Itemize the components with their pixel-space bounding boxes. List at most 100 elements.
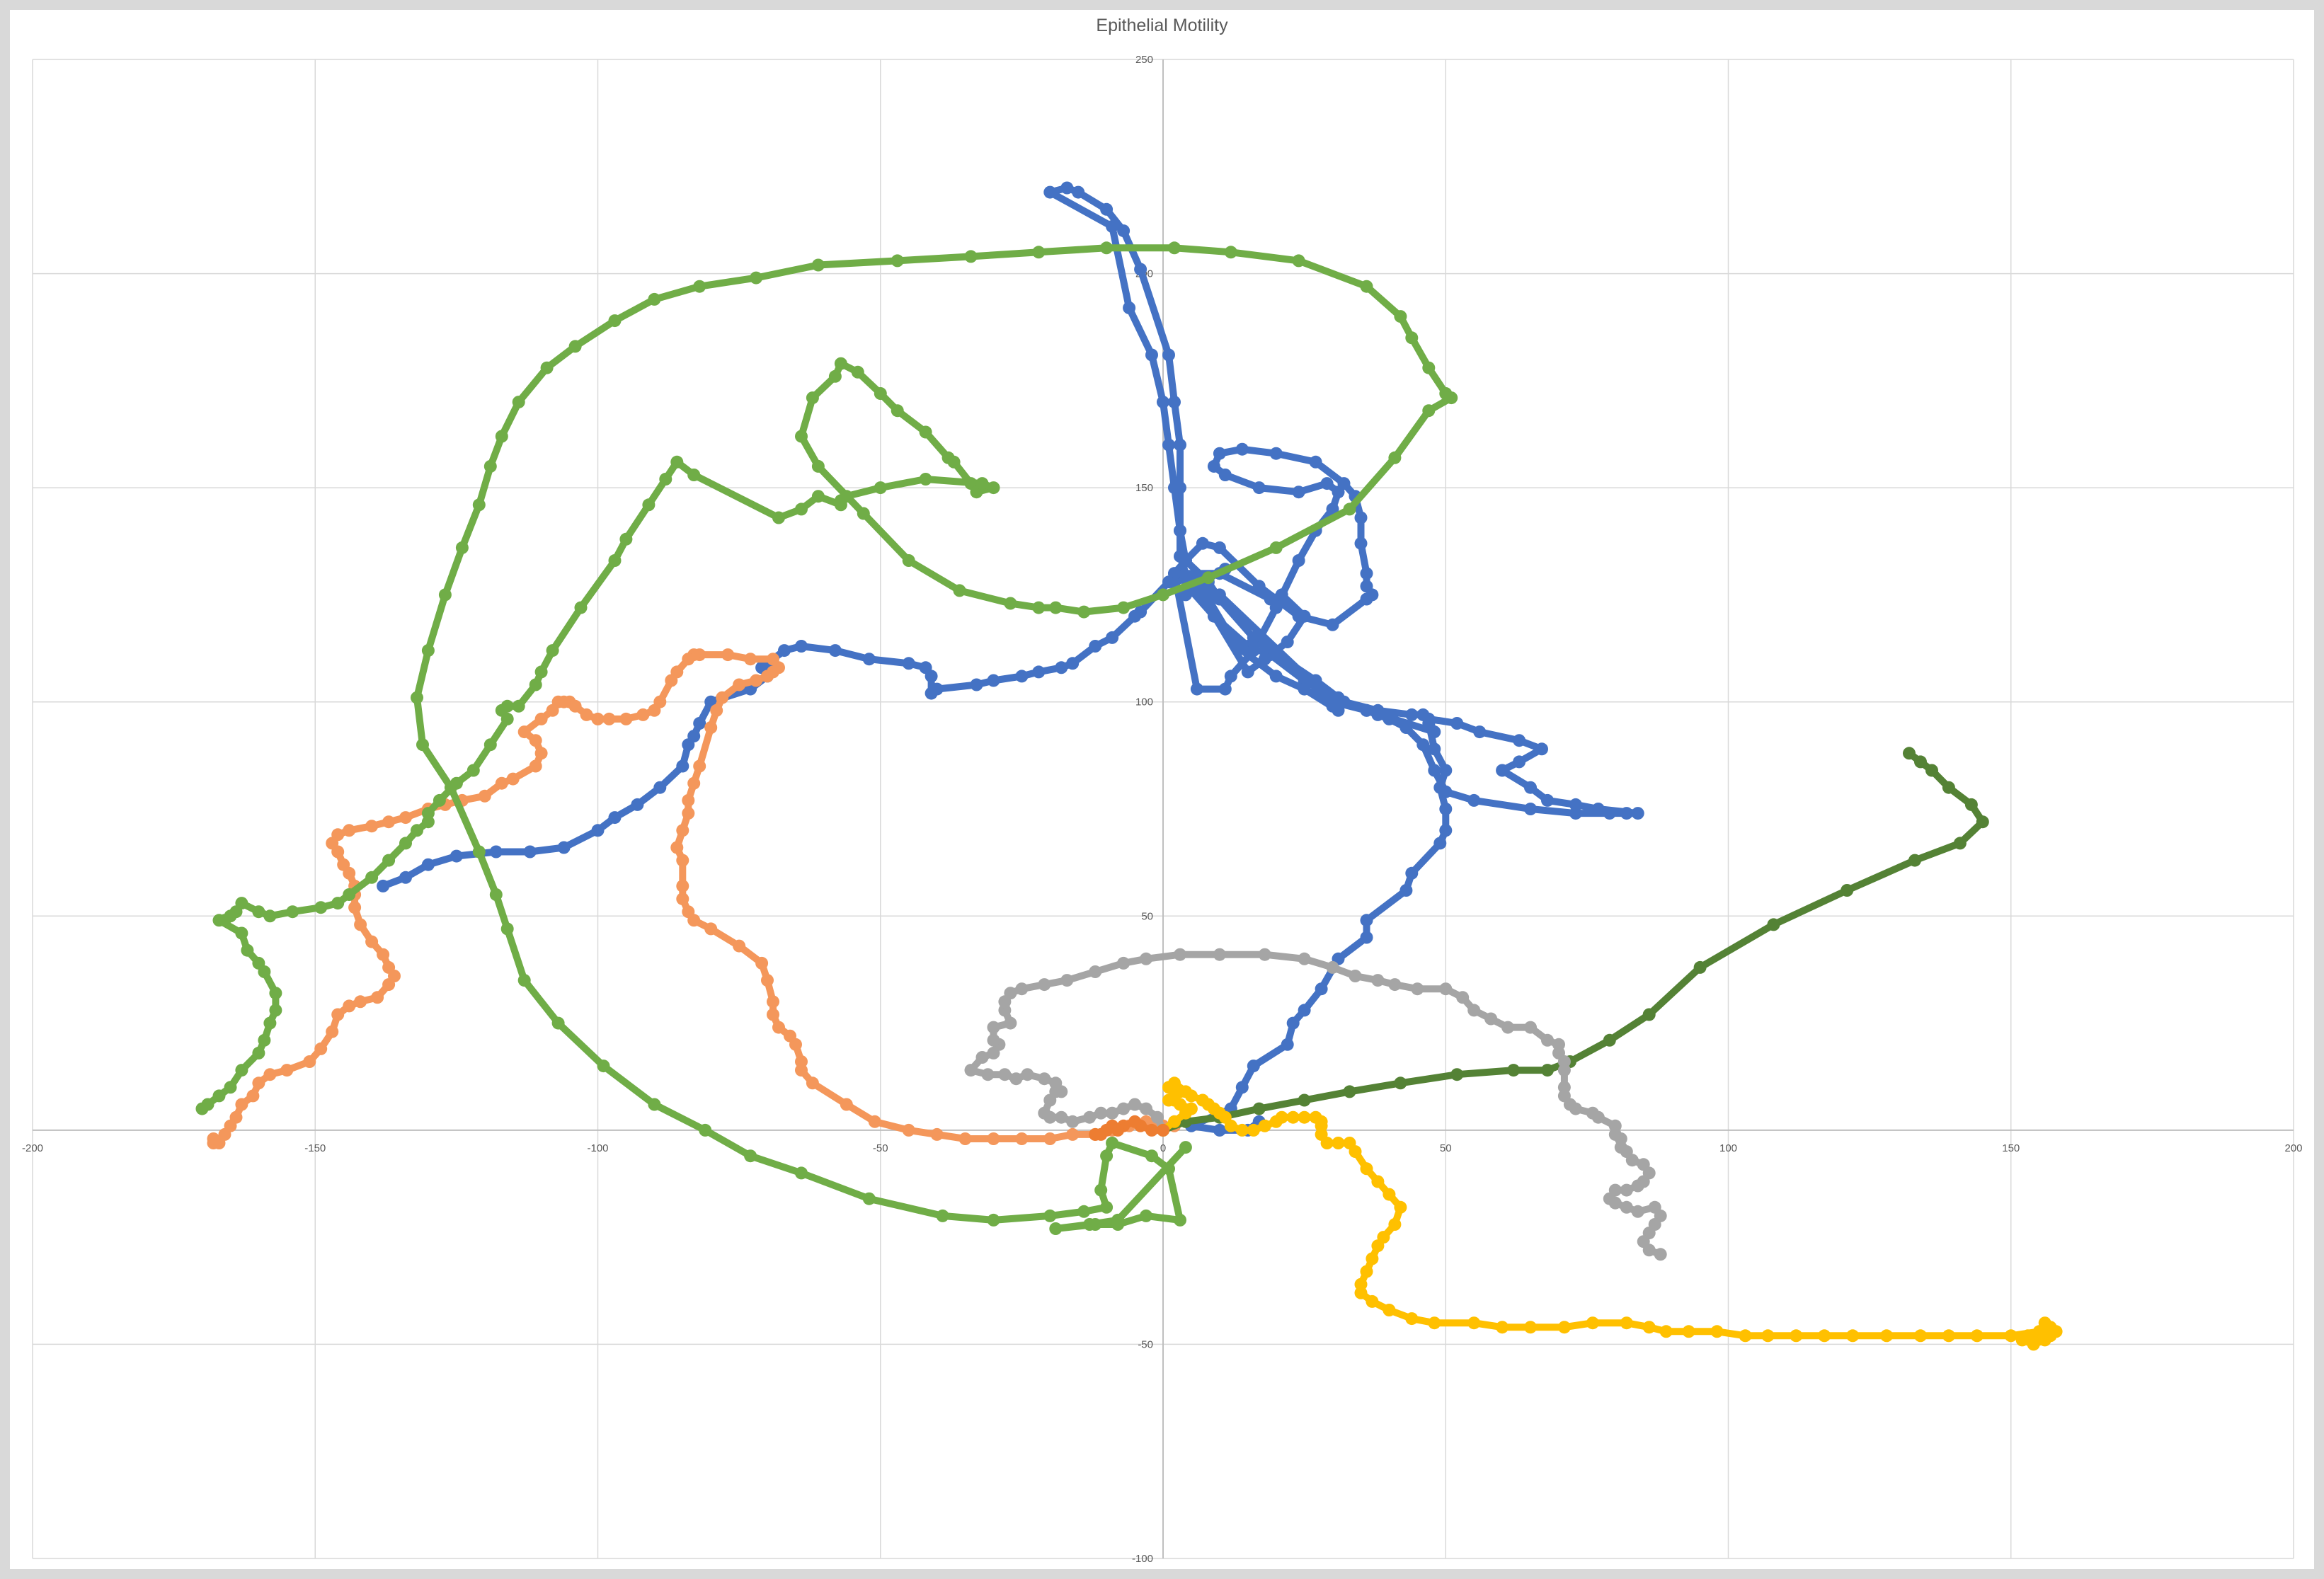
data-point [693,280,706,293]
data-point [517,725,531,739]
data-point [1360,931,1373,944]
data-point [1513,755,1526,769]
data-point [1094,1183,1108,1197]
data-point [512,699,525,713]
series-7 [1157,1076,2063,1351]
data-point [1908,854,1921,867]
data-point [433,793,446,807]
data-point [891,404,904,418]
data-point [2038,1316,2051,1330]
data-point [1326,503,1339,516]
data-point [1179,554,1192,567]
data-point [1247,631,1260,644]
data-point [1535,742,1548,756]
data-point [343,824,356,837]
data-point [1089,1218,1102,1231]
data-point [421,815,435,829]
data-point [1157,396,1169,409]
data-point [1066,1115,1080,1128]
data-point [1083,1110,1097,1124]
data-point [1298,1004,1311,1017]
data-point [811,258,825,272]
data-point [1790,1329,1803,1343]
data-point [1371,1175,1385,1188]
data-point [1117,601,1130,614]
data-point [653,781,667,794]
data-point [331,845,345,859]
data-point [834,357,847,370]
data-point [1089,1127,1102,1141]
data-point [1077,605,1091,619]
data-point [1038,978,1051,992]
data-point [212,1089,226,1103]
data-point [891,254,904,268]
data-point [1123,302,1136,314]
data-point [399,837,412,850]
data-point [1004,597,1017,610]
data-point [1388,451,1402,464]
data-point [235,1064,248,1077]
data-point [1043,1209,1057,1222]
data-point [411,824,423,837]
data-point [1428,725,1441,739]
data-point [546,704,559,717]
data-point [987,1033,1000,1047]
data-point [1117,956,1130,970]
data-point [1383,1304,1396,1316]
data-point [1439,764,1453,777]
data-point [1077,1205,1091,1218]
data-point [1309,674,1322,687]
data-point [269,987,282,1000]
data-point [930,1127,944,1141]
data-point [1501,1021,1515,1034]
data-point [964,1064,978,1077]
data-point [1354,536,1368,550]
data-point [733,678,746,691]
data-point [1190,682,1203,696]
data-point [1428,742,1441,756]
data-point [500,922,514,936]
data-point [1659,1325,1673,1338]
data-point [1761,1329,1775,1343]
data-point [416,738,429,752]
data-point [1072,185,1085,199]
data-point [1049,601,1063,614]
data-point [919,473,932,486]
data-point [1060,974,1074,987]
data-point [252,1076,265,1090]
data-point [902,554,915,567]
data-point [1100,241,1114,255]
data-point [682,905,695,919]
data-point [1252,580,1266,593]
y-tick-label: -100 [1132,1553,1153,1565]
data-point [1970,1329,1984,1343]
data-point [529,678,542,691]
data-point [744,1149,757,1163]
data-point [1371,1239,1385,1253]
data-point [772,511,785,524]
data-point [1117,1102,1130,1115]
data-point [1557,1321,1571,1334]
data-point [591,824,605,837]
data-point [1140,952,1152,965]
data-point [806,1076,819,1090]
data-point [1157,588,1169,602]
x-tick-label: 200 [2284,1142,2302,1154]
data-point [1399,884,1413,897]
data-point [1422,404,1436,418]
data-point [1106,1106,1119,1120]
data-point [1467,1316,1481,1330]
x-tick-label: -200 [22,1142,43,1154]
data-point [953,584,966,597]
data-point [1439,982,1453,996]
data-point [450,776,463,790]
data-point [1213,948,1226,961]
data-point [795,1166,808,1180]
data-point [1252,1102,1266,1115]
x-tick-label: -50 [873,1142,888,1154]
data-point [1213,447,1226,460]
data-point [1473,725,1487,739]
data-point [608,554,622,567]
data-point [1140,1209,1152,1222]
data-point [1015,982,1029,996]
